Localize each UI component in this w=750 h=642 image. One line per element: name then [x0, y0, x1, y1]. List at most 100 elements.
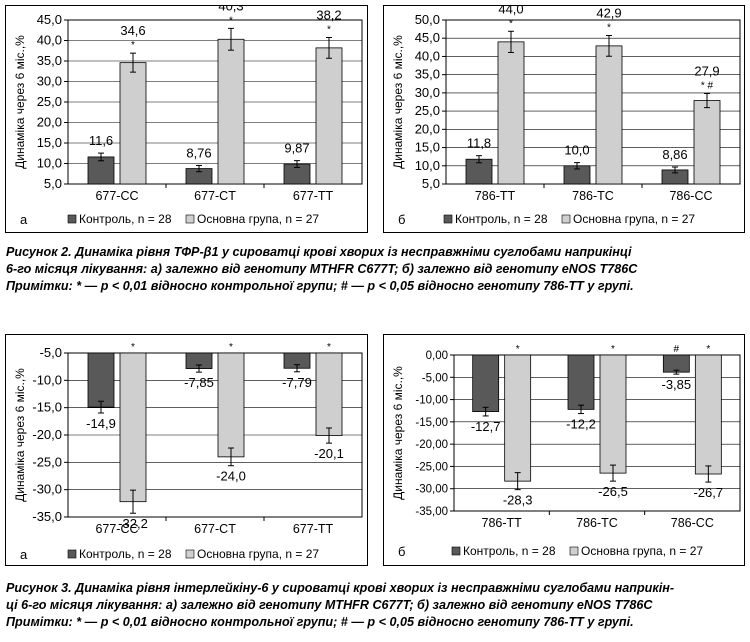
fig3b-data-label: -26,5	[598, 484, 628, 499]
fig3b-bar-main	[694, 354, 722, 475]
fig2b-ytick-label: 5,0	[422, 176, 440, 191]
fig2b-ylabel: Динаміка через 6 міс.,%	[391, 35, 405, 169]
fig3b-significance-mark: *	[611, 344, 615, 355]
fig2b-significance-mark: * #	[701, 80, 714, 91]
fig2a-data-label: 8,76	[186, 145, 211, 160]
fig2b-xtick-label: 786-TC	[572, 189, 614, 203]
fig2b-ytick-label: 35,0	[415, 67, 440, 82]
fig3b-legend-swatch-main	[569, 546, 579, 556]
fig3b-bar-control	[662, 354, 690, 373]
fig2b-xtick-label: 786-CC	[669, 189, 712, 203]
fig2-caption-line2: 6-го місяця лікування: а) залежно від ге…	[6, 262, 638, 276]
fig3b-panel-letter: б	[398, 544, 405, 559]
fig3a-ytick-label: -30,0	[32, 482, 62, 497]
fig3a-xtick-label: 677-CC	[95, 522, 138, 536]
fig3a-significance-mark: *	[131, 342, 135, 353]
fig2b-legend-label-main: Основна група, n = 27	[573, 212, 695, 226]
fig2a-xtick-label: 677-TT	[293, 189, 334, 203]
fig3b-bar-main	[599, 354, 627, 474]
fig3b-ytick-label: -25,00	[415, 461, 448, 473]
fig3-caption: Рисунок 3. Динаміка рівня інтерлейкіну-6…	[6, 580, 746, 631]
fig2b-data-label: 44,0	[498, 6, 523, 16]
fig2a-bar-main	[217, 38, 245, 185]
fig3a-ytick-label: -10,0	[32, 372, 62, 387]
fig2b-data-label: 42,9	[596, 6, 621, 21]
fig3a-bar-main	[315, 352, 343, 436]
fig2a-significance-mark: *	[327, 24, 331, 35]
fig2b-bar-main	[693, 100, 721, 185]
fig3b-xtick-label: 786-CC	[671, 516, 714, 530]
fig3b-ytick-label: -5,00	[422, 372, 448, 384]
fig2a-bar-main	[119, 62, 147, 185]
fig2a-xtick-label: 677-CT	[194, 189, 236, 203]
fig3b-ytick-label: -15,00	[415, 417, 448, 429]
fig2b-legend-swatch-control	[443, 214, 453, 224]
fig2a-data-label: 38,2	[316, 7, 341, 22]
fig3b-legend-label-main: Основна група, n = 27	[581, 544, 703, 558]
fig2a-panel-letter: а	[20, 212, 28, 227]
fig2a-significance-mark: *	[229, 15, 233, 26]
fig2-panel-b: 5,0 10,0 15,0 20,0 25,0 30,0 35,0 40,0 45,0 50,0 Д…	[383, 5, 745, 233]
fig2a-ytick-label: 10,0	[37, 156, 62, 171]
fig2a-ytick-label: 40,0	[37, 33, 62, 48]
fig3a-xtick-label: 677-TT	[293, 522, 334, 536]
fig3b-significance-mark: *	[516, 344, 520, 355]
fig3b-data-label: -3,85	[662, 377, 692, 392]
fig2a-legend-label-main: Основна група, n = 27	[197, 212, 319, 226]
fig3b-data-label: -12,7	[471, 419, 501, 434]
fig3a-legend-swatch-control	[67, 549, 77, 559]
fig3a-ytick-label: -15,0	[32, 400, 62, 415]
fig2a-xtick-label: 677-CC	[95, 189, 138, 203]
fig2b-ytick-label: 45,0	[415, 30, 440, 45]
fig2a-ytick-label: 15,0	[37, 135, 62, 150]
fig2a-ytick-label: 30,0	[37, 74, 62, 89]
fig3-chart-a: -5,0 -10,0 -15,0 -20,0 -25,0 -30,0 -35,0 Динамі…	[13, 342, 363, 562]
fig3a-ytick-label: -25,0	[32, 454, 62, 469]
fig3b-data-label: -12,2	[566, 417, 596, 432]
fig3a-legend-label-main: Основна група, n = 27	[197, 547, 319, 561]
fig3b-ytick-label: -20,00	[415, 439, 448, 451]
fig2b-ytick-label: 20,0	[415, 121, 440, 136]
fig2b-data-label: 10,0	[564, 143, 589, 158]
fig3b-data-label: -28,3	[503, 493, 533, 508]
fig2a-legend-swatch-main	[185, 214, 195, 224]
fig2a-ytick-label: 25,0	[37, 94, 62, 109]
fig2b-legend-swatch-main	[561, 214, 571, 224]
fig3a-bar-control	[87, 352, 115, 408]
fig2-chart-b: 5,0 10,0 15,0 20,0 25,0 30,0 35,0 40,0 45,0 50,0 Д…	[391, 6, 741, 227]
fig2b-ytick-label: 40,0	[415, 48, 440, 63]
fig2a-bar-control	[87, 156, 115, 185]
fig3b-ylabel: Динаміка через 6 міс.,%	[391, 366, 405, 500]
fig3a-data-label: -24,0	[216, 469, 246, 484]
fig3a-bar-main	[119, 352, 147, 503]
fig2a-bar-main	[315, 47, 343, 185]
fig3a-panel-letter: а	[20, 547, 28, 562]
fig2b-legend-label-control: Контроль, n = 28	[455, 212, 548, 226]
fig3-caption-line2: ці 6-го місяця лікування: а) залежно від…	[6, 598, 653, 612]
fig2b-ytick-label: 30,0	[415, 85, 440, 100]
fig3a-data-label: -7,79	[282, 375, 312, 390]
fig2b-panel-letter: б	[398, 212, 405, 227]
fig2b-ytick-label: 15,0	[415, 140, 440, 155]
fig3a-xtick-label: 677-CT	[194, 522, 236, 536]
fig3b-significance-mark: *	[706, 344, 710, 355]
fig2b-ytick-label: 10,0	[415, 158, 440, 173]
fig3b-xtick-label: 786-TT	[482, 516, 523, 530]
fig3b-legend-swatch-control	[451, 546, 461, 556]
fig2a-legend-label-control: Контроль, n = 28	[79, 212, 172, 226]
fig2a-significance-mark: *	[131, 40, 135, 51]
fig3a-significance-mark: *	[229, 342, 233, 353]
fig3b-ytick-label: 0,00	[426, 350, 448, 362]
fig2b-significance-mark: *	[509, 18, 513, 29]
fig2b-xtick-label: 786-TT	[475, 189, 516, 203]
fig3b-significance-mark: #	[674, 344, 680, 355]
fig2b-bar-main	[595, 45, 623, 185]
fig3a-bar-main	[217, 352, 245, 458]
fig2b-bar-control	[465, 158, 493, 185]
fig3a-ytick-label: -20,0	[32, 427, 62, 442]
fig3a-legend-label-control: Контроль, n = 28	[79, 547, 172, 561]
fig3b-legend-label-control: Контроль, n = 28	[463, 544, 556, 558]
fig3a-ylabel: Динаміка через 6 міс.,%	[13, 368, 27, 502]
fig3b-ytick-label: -30,00	[415, 484, 448, 496]
fig2a-ytick-label: 35,0	[37, 53, 62, 68]
